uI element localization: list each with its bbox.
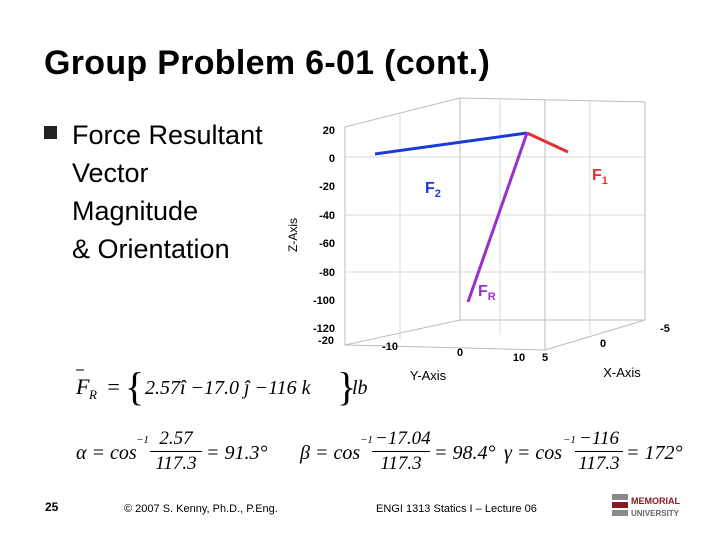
alpha-numerator: 2.57: [150, 428, 202, 452]
alpha-fraction: 2.57 117.3: [150, 428, 202, 475]
z-tick: -80: [319, 267, 335, 279]
gamma-lhs: γ = cos: [504, 442, 563, 464]
beta-fraction: −17.04 117.3: [372, 428, 431, 475]
gamma-result: = 172°: [626, 442, 683, 464]
university-logo: MEMORIAL UNIVERSITY: [612, 492, 684, 527]
y-tick: 10: [513, 352, 525, 364]
bullet-line: Magnitude: [72, 196, 199, 226]
beta-result: = 98.4°: [434, 442, 496, 464]
footer-copyright: © 2007 S. Kenny, Ph.D., P.Eng.: [124, 503, 278, 515]
fr-components: 2.57î −17.0 ĵ −116 k: [145, 377, 312, 399]
right-brace: }: [337, 364, 356, 408]
fr-subscript: R: [88, 387, 97, 402]
logo-bottom-text: UNIVERSITY: [631, 509, 680, 518]
left-brace: {: [125, 364, 144, 408]
equals-sign: =: [106, 374, 121, 399]
y-tick: 0: [457, 347, 463, 359]
alpha-lhs: α = cos: [76, 442, 137, 464]
slide-title: Group Problem 6-01 (cont.): [44, 44, 491, 82]
z-tick: -100: [313, 295, 335, 307]
alpha-result: = 91.3°: [206, 442, 268, 464]
z-tick: -60: [319, 238, 335, 250]
x-tick: -5: [660, 323, 670, 335]
beta-denominator: 117.3: [380, 453, 422, 474]
x-tick: 5: [542, 352, 548, 364]
bullet-line: Vector: [72, 158, 149, 188]
f2-label: F2: [425, 180, 441, 200]
beta-numerator: −17.04: [372, 428, 431, 452]
x-axis-label: X-Axis: [603, 365, 641, 380]
x-tick: 0: [600, 338, 606, 350]
bullet-marker-icon: [44, 126, 57, 139]
fr-vector: [466, 132, 529, 303]
resultant-equation: F R = { 2.57î −17.0 ĵ −116 k } lb: [75, 364, 368, 408]
f1-label: F1: [592, 167, 608, 187]
fr-label: FR: [478, 283, 496, 303]
z-tick: 20: [323, 125, 335, 137]
gamma-inverse: −1: [563, 434, 576, 446]
z-tick: -120: [313, 323, 335, 335]
gamma-numerator: −116: [575, 428, 623, 452]
force-vector-plot: F1 F2 FR 20 0 -20 -40 -60 -80 -100 -120 …: [286, 97, 670, 383]
f1-vector: [526, 131, 569, 154]
footer-course: ENGI 1313 Statics I – Lecture 06: [376, 503, 537, 515]
fr-symbol: F: [75, 374, 90, 399]
z-tick: -20: [319, 181, 335, 193]
bullet-text: Force Resultant Vector Magnitude & Orien…: [72, 116, 263, 268]
z-axis-label: Z-Axis: [286, 218, 300, 252]
bullet-line: & Orientation: [72, 234, 230, 264]
alpha-denominator: 117.3: [155, 453, 197, 474]
gamma-fraction: −116 117.3: [575, 428, 623, 475]
logo-top-text: MEMORIAL: [631, 496, 680, 506]
slide-number: 25: [45, 500, 59, 514]
z-tick: -40: [319, 210, 335, 222]
gamma-denominator: 117.3: [578, 453, 620, 474]
z-tick: 0: [329, 153, 335, 165]
fr-unit: lb: [352, 377, 368, 399]
beta-lhs: β = cos: [300, 442, 361, 464]
y-tick: -10: [382, 341, 398, 353]
alpha-inverse: −1: [136, 434, 149, 446]
beta-inverse: −1: [360, 434, 373, 446]
bullet-line: Force Resultant: [72, 120, 263, 150]
y-tick: -20: [318, 335, 334, 347]
f2-vector: [374, 131, 528, 156]
y-axis-label: Y-Axis: [410, 368, 447, 383]
